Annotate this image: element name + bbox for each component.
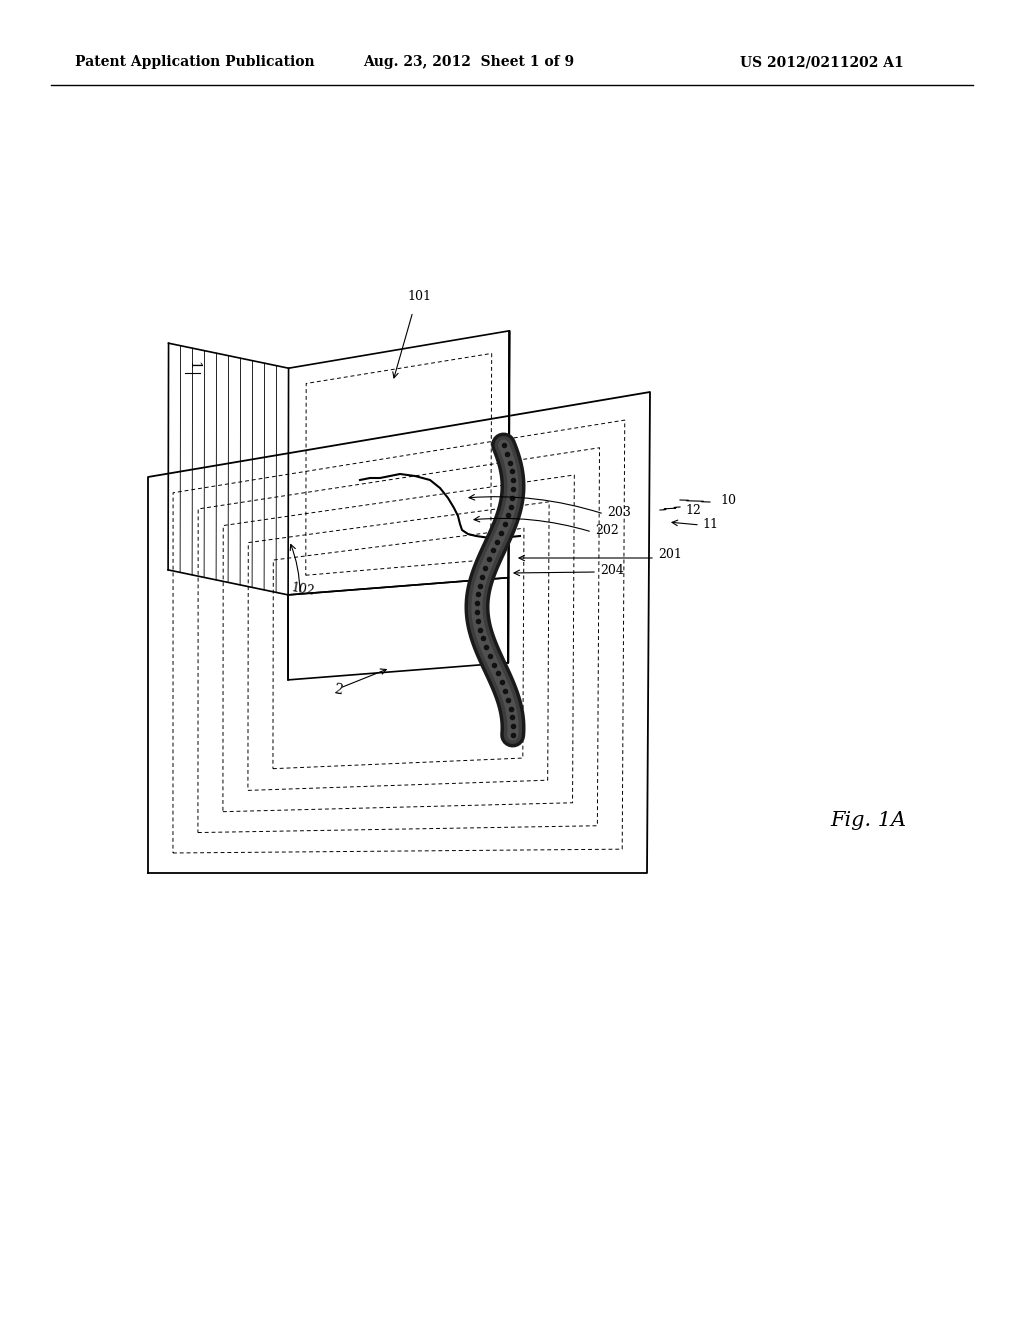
Text: 204: 204	[600, 564, 624, 577]
Text: 11: 11	[702, 519, 718, 532]
Text: Patent Application Publication: Patent Application Publication	[75, 55, 314, 69]
Text: 101: 101	[408, 290, 432, 304]
Text: 202: 202	[595, 524, 618, 536]
Polygon shape	[288, 578, 508, 680]
Text: 203: 203	[607, 506, 631, 519]
Text: 10: 10	[720, 494, 736, 507]
Text: Fig. 1A: Fig. 1A	[830, 810, 906, 829]
Text: US 2012/0211202 A1: US 2012/0211202 A1	[740, 55, 904, 69]
Polygon shape	[508, 331, 510, 663]
Text: 12: 12	[685, 503, 700, 516]
Text: 102: 102	[290, 582, 315, 598]
Text: Aug. 23, 2012  Sheet 1 of 9: Aug. 23, 2012 Sheet 1 of 9	[362, 55, 574, 69]
Text: 2: 2	[333, 682, 344, 698]
Text: 1: 1	[186, 360, 200, 370]
Text: 201: 201	[658, 549, 682, 561]
